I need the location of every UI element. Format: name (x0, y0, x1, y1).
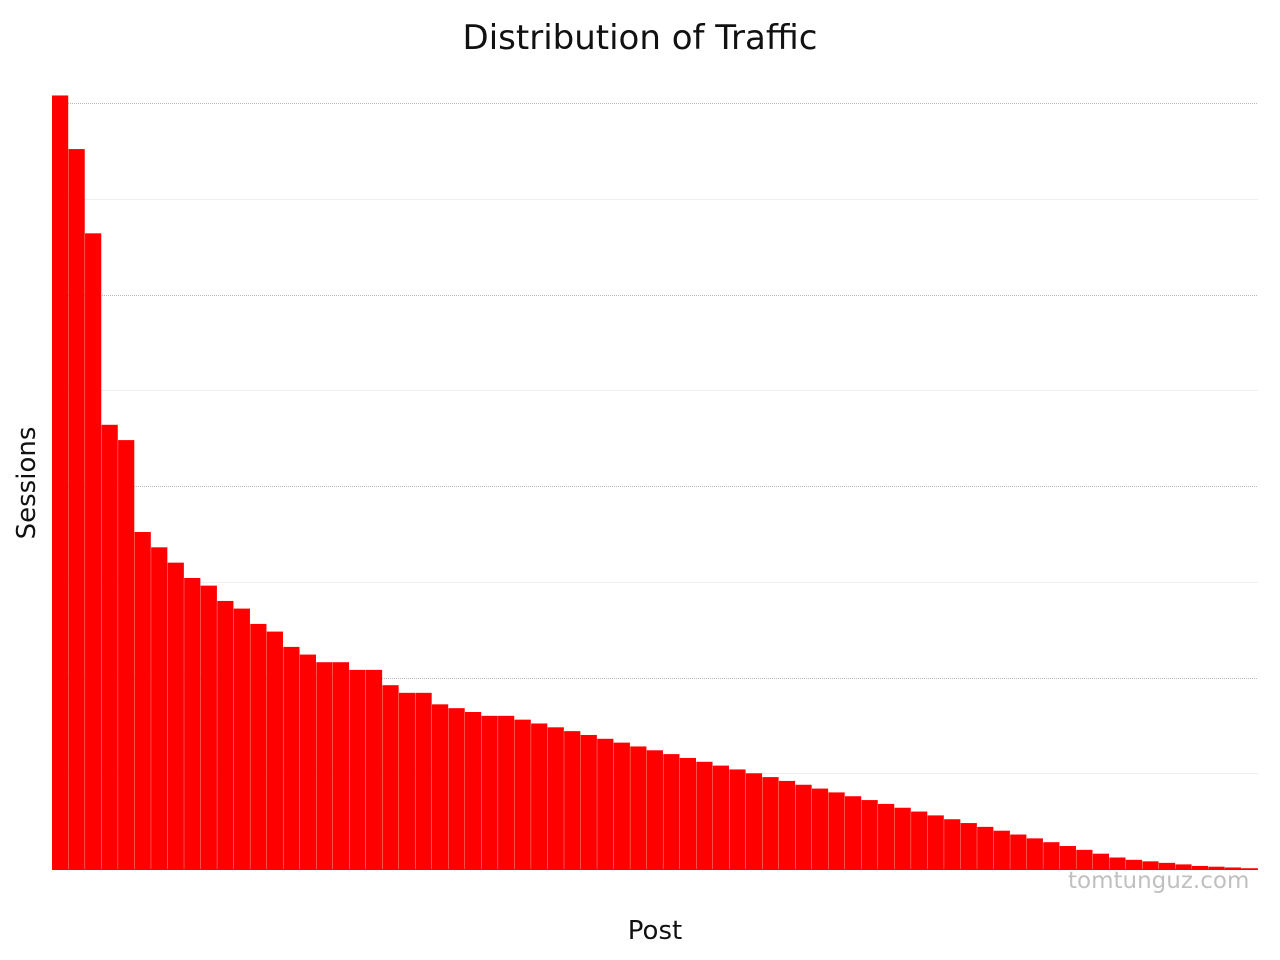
bar (811, 788, 829, 869)
bar (365, 669, 383, 869)
bar (927, 815, 944, 869)
bar (580, 734, 597, 869)
bar (1109, 857, 1126, 869)
y-axis-label: Sessions (12, 426, 42, 540)
bar (68, 149, 85, 869)
bar (762, 777, 779, 869)
bar (547, 727, 564, 869)
bar (448, 708, 465, 869)
bar (564, 731, 581, 869)
bar (85, 233, 102, 869)
bar (415, 692, 432, 869)
bar (1241, 868, 1258, 869)
bar (283, 646, 300, 869)
bar (1224, 867, 1242, 869)
bar (398, 692, 416, 869)
bar (498, 715, 515, 869)
bar (514, 719, 531, 869)
bar (316, 662, 333, 869)
bar (729, 769, 746, 869)
bar (134, 532, 151, 869)
bar (1125, 859, 1143, 869)
bar (1043, 842, 1060, 869)
bar (299, 654, 317, 869)
bar (1010, 834, 1027, 869)
x-axis-label: Post (627, 916, 683, 946)
bar (1059, 846, 1076, 869)
bar (861, 800, 878, 869)
bar (332, 662, 350, 869)
bar (828, 792, 845, 869)
bar (745, 773, 763, 869)
bar (795, 784, 812, 869)
chart-title: Distribution of Traffic (462, 18, 818, 58)
bar (465, 712, 482, 869)
bar (1158, 862, 1176, 869)
bar (184, 577, 201, 869)
bar (101, 424, 118, 869)
bar (151, 547, 168, 869)
bar (1026, 838, 1043, 869)
bar (778, 780, 796, 869)
bar (1076, 849, 1093, 869)
bar (960, 823, 977, 869)
bar (167, 562, 184, 869)
watermark: tomtunguz.com (1068, 868, 1250, 894)
bar (696, 761, 713, 869)
bar (200, 585, 217, 869)
bar (712, 765, 730, 869)
bar (663, 754, 680, 869)
bar (250, 623, 267, 869)
bar (878, 803, 895, 869)
bar (52, 95, 69, 870)
bar (266, 631, 283, 869)
bar (382, 685, 399, 869)
bar (944, 819, 961, 869)
bar (1142, 861, 1159, 869)
bar (613, 742, 630, 869)
bar (630, 746, 647, 869)
bar (1191, 865, 1209, 869)
bar (233, 608, 250, 869)
bar (118, 440, 135, 869)
bar (993, 830, 1010, 869)
bar (597, 738, 614, 869)
bar (844, 796, 862, 869)
bar (646, 750, 663, 869)
bar (531, 723, 548, 869)
bar (431, 704, 449, 869)
bar (349, 669, 366, 869)
bar (1092, 853, 1110, 869)
bar (481, 715, 498, 869)
bar (1208, 866, 1225, 869)
bar (977, 826, 994, 869)
bar (911, 811, 928, 869)
bar (894, 807, 911, 869)
bar (679, 757, 696, 869)
bar (217, 600, 234, 869)
bar (1175, 864, 1192, 869)
